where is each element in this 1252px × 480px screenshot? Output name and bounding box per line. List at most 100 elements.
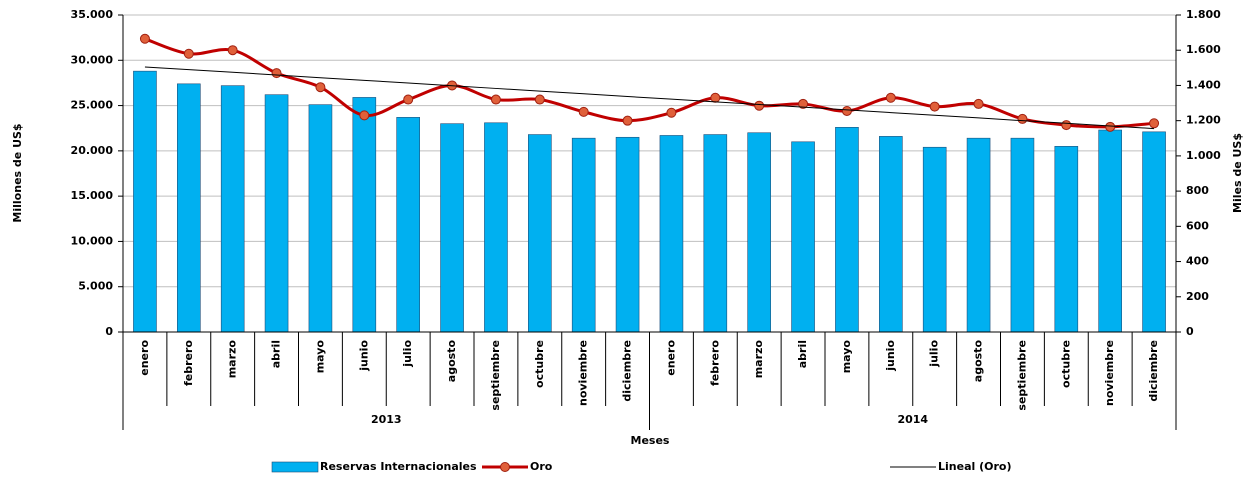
trend-line (144, 66, 1155, 130)
bar (308, 104, 333, 333)
x-tick-label: junio (357, 340, 370, 372)
bar (1010, 137, 1035, 333)
legend-label: Reservas Internacionales (320, 460, 477, 473)
bar (966, 137, 991, 333)
bar (659, 135, 684, 333)
marker (1149, 118, 1160, 129)
marker (885, 92, 896, 103)
marker (798, 98, 809, 109)
x-tick-label: agosto (972, 340, 985, 383)
marker (403, 94, 414, 105)
marker (973, 98, 984, 109)
marker (227, 45, 238, 56)
x-tick-label: julio (928, 340, 941, 368)
y2-tick-label: 600 (1186, 219, 1209, 232)
bar (747, 132, 771, 333)
y-axis-label: Millones de US$ (11, 123, 24, 222)
x-tick-label: julio (401, 340, 414, 368)
y-tick-label: 30.000 (71, 53, 114, 66)
y2-axis-label: Miles de US$ (1231, 133, 1244, 213)
marker (622, 115, 633, 126)
marker (183, 48, 194, 59)
marker (1061, 120, 1072, 131)
bar (220, 85, 245, 333)
y2-tick-label: 0 (1186, 325, 1194, 338)
group-label: 2014 (897, 413, 928, 426)
x-tick-label: enero (664, 340, 677, 376)
line (144, 37, 1155, 129)
x-tick-label: octubre (1059, 340, 1072, 388)
x-tick-label: diciembre (621, 340, 634, 402)
marker (1105, 121, 1116, 132)
marker (754, 100, 765, 111)
x-tick-label: abril (796, 340, 809, 368)
marker (666, 107, 677, 118)
y2-tick-label: 200 (1186, 290, 1209, 303)
legend-swatch (271, 461, 319, 473)
marker (578, 106, 589, 117)
y-tick-label: 20.000 (71, 144, 114, 157)
y-tick-label: 15.000 (71, 189, 114, 202)
legend-marker (500, 462, 510, 472)
marker (315, 82, 326, 93)
bar (352, 97, 377, 333)
legend-label: Oro (530, 460, 553, 473)
x-tick-label: noviembre (1103, 340, 1116, 406)
group-label: 2013 (371, 413, 402, 426)
bar (484, 122, 508, 333)
x-tick-label: septiembre (489, 340, 502, 411)
bar (571, 137, 596, 333)
x-tick-label: diciembre (1147, 340, 1160, 402)
bar (528, 134, 552, 333)
x-tick-label: septiembre (1015, 340, 1028, 411)
marker (929, 101, 940, 112)
x-tick-label: enero (138, 340, 151, 376)
y2-tick-label: 1.000 (1186, 149, 1221, 162)
bar (703, 134, 728, 333)
x-tick-label: mayo (313, 340, 326, 374)
y-tick-label: 5.000 (78, 280, 113, 293)
marker (710, 92, 721, 103)
y-tick-label: 35.000 (71, 8, 114, 21)
bar (133, 70, 157, 333)
x-tick-label: agosto (445, 340, 458, 383)
bar (879, 136, 903, 333)
x-tick-label: octubre (533, 340, 546, 388)
x-tick-label: noviembre (577, 340, 590, 406)
marker (490, 94, 501, 105)
y-tick-label: 0 (105, 325, 113, 338)
bar (440, 123, 464, 333)
marker (271, 68, 282, 79)
bar (1098, 129, 1122, 333)
marker (359, 110, 370, 121)
x-tick-label: marzo (226, 340, 239, 379)
y2-tick-label: 1.200 (1186, 114, 1221, 127)
bar (615, 136, 640, 333)
y2-tick-label: 1.600 (1186, 43, 1221, 56)
x-tick-label: marzo (752, 340, 765, 379)
marker (841, 105, 852, 116)
bar (177, 83, 201, 333)
y2-tick-label: 1.400 (1186, 78, 1221, 91)
x-tick-label: mayo (840, 340, 853, 374)
y-tick-label: 25.000 (71, 99, 114, 112)
bar (1142, 131, 1166, 333)
x-tick-label: abril (270, 340, 283, 368)
bar (264, 94, 289, 333)
marker (1017, 113, 1028, 124)
marker (534, 94, 545, 105)
bar (396, 117, 420, 333)
x-tick-label: junio (884, 340, 897, 372)
x-tick-label: febrero (182, 340, 195, 386)
y2-tick-label: 1.800 (1186, 8, 1221, 21)
y2-tick-label: 800 (1186, 184, 1209, 197)
legend-label: Lineal (Oro) (938, 460, 1011, 473)
bar (835, 127, 859, 333)
bar (791, 141, 815, 333)
marker (139, 33, 150, 44)
x-tick-label: febrero (708, 340, 721, 386)
bar (1054, 146, 1079, 333)
x-axis-label: Meses (631, 434, 670, 447)
bar (922, 146, 947, 333)
